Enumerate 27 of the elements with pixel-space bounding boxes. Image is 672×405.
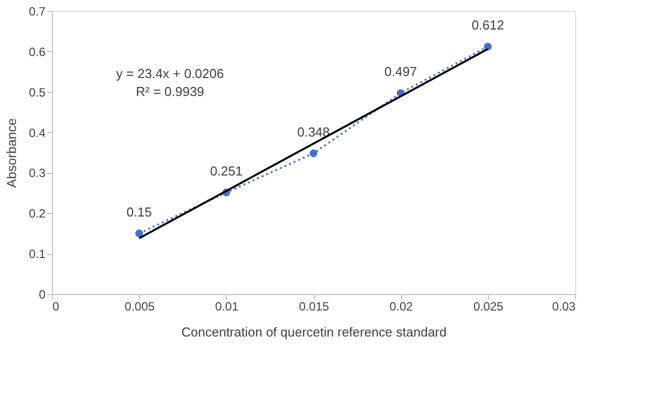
x-tick-label: 0.02 <box>389 300 414 314</box>
x-tick-label: 0.025 <box>473 300 504 314</box>
data-label: 0.15 <box>126 204 152 220</box>
x-axis-title: Concentration of quercetin reference standard <box>181 324 447 340</box>
x-tick-label: 0.015 <box>298 300 330 314</box>
point <box>310 149 318 158</box>
annotation: y = 23.4x + 0.0206 <box>116 66 224 81</box>
point <box>135 229 144 238</box>
x-tick-label: 0.005 <box>124 300 156 314</box>
y-tick-label: 0.1 <box>28 247 46 262</box>
y-tick-label: 0.2 <box>28 206 46 221</box>
data-label: 0.497 <box>384 64 417 80</box>
x-tick-label: 0 <box>52 300 60 314</box>
data-label: 0.348 <box>297 124 330 140</box>
y-axis-title: Absorbance <box>4 118 19 188</box>
y-tick-label: 0.6 <box>28 44 46 59</box>
point <box>484 42 492 50</box>
annotation: R² = 0.9939 <box>136 84 204 99</box>
data-label: 0.612 <box>472 18 504 33</box>
x-tick-label: 0.03 <box>552 300 576 314</box>
y-tick-label: 0 <box>38 288 46 302</box>
x-tick-label: 0.01 <box>215 300 239 314</box>
y-tick-label: 0.5 <box>28 85 46 100</box>
data-label: 0.251 <box>210 164 243 179</box>
y-tick-label: 0.4 <box>28 126 46 140</box>
y-tick-label: 0.3 <box>28 166 46 180</box>
y-tick-label: 0.7 <box>28 4 46 18</box>
